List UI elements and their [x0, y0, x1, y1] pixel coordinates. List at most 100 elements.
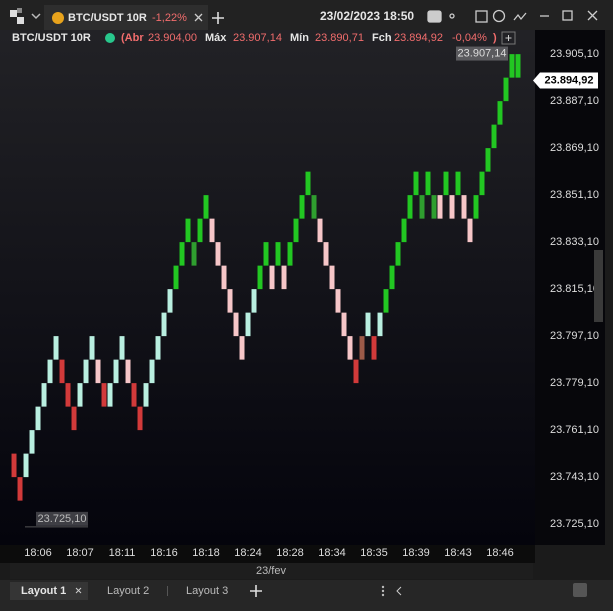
- renko-brick: [311, 195, 317, 219]
- renko-brick: [503, 77, 509, 102]
- renko-brick: [353, 359, 359, 384]
- renko-brick: [455, 171, 461, 196]
- separator: [167, 586, 168, 596]
- renko-brick: [473, 195, 479, 219]
- renko-brick: [323, 242, 329, 266]
- renko-brick: [305, 171, 311, 196]
- renko-brick: [23, 453, 29, 478]
- y-tick-label: 23.743,10: [550, 471, 599, 483]
- renko-brick: [515, 54, 521, 78]
- renko-brick: [401, 218, 407, 243]
- renko-brick: [173, 265, 179, 290]
- renko-brick: [41, 383, 47, 407]
- renko-brick: [413, 171, 419, 196]
- renko-brick: [53, 336, 59, 360]
- y-tick-label: 23.887,10: [550, 95, 599, 107]
- scroll-corner[interactable]: [573, 583, 587, 597]
- legend-close-paren: ): [493, 32, 497, 44]
- renko-brick: [101, 383, 107, 407]
- renko-brick: [125, 359, 131, 384]
- renko-brick: [233, 312, 239, 337]
- more-menu[interactable]: [381, 585, 385, 597]
- close-window[interactable]: [587, 10, 598, 21]
- chart-tab[interactable]: [44, 5, 208, 30]
- renko-brick: [227, 289, 233, 313]
- renko-brick: [479, 171, 485, 196]
- price-axis[interactable]: [535, 30, 605, 545]
- renko-brick: [293, 218, 299, 243]
- renko-brick: [191, 242, 197, 266]
- date-label: 23/fev: [256, 565, 286, 577]
- layout-tab[interactable]: Layout 3: [186, 585, 228, 597]
- play-icon[interactable]: [427, 10, 442, 23]
- x-tick-label: 18:43: [444, 547, 472, 559]
- renko-brick: [287, 242, 293, 266]
- toolbar-icons: [427, 9, 598, 23]
- renko-brick: [77, 383, 83, 407]
- scroll-left[interactable]: [396, 586, 402, 596]
- bottom-bar: [0, 580, 613, 611]
- y-tick-label: 23.905,10: [550, 48, 599, 60]
- clock-icon[interactable]: [492, 9, 506, 23]
- legend-add[interactable]: [501, 31, 516, 45]
- chart-icon[interactable]: [513, 12, 527, 21]
- y-tick-label: 23.779,10: [550, 377, 599, 389]
- renko-brick: [251, 289, 257, 313]
- layout-tab[interactable]: Layout 1: [21, 585, 66, 597]
- close-layout[interactable]: [75, 587, 82, 594]
- renko-brick: [215, 242, 221, 266]
- popout-icon[interactable]: [475, 10, 488, 23]
- renko-brick: [341, 312, 347, 337]
- renko-brick: [449, 195, 455, 219]
- low-value: 23.890,71: [315, 32, 364, 44]
- layout-tab[interactable]: Layout 2: [107, 585, 149, 597]
- legend-change: -0,04%: [452, 32, 487, 44]
- renko-brick: [407, 195, 413, 219]
- close-label: Fch: [372, 32, 392, 44]
- max-marker-label: 23.907,14: [458, 47, 507, 59]
- renko-brick: [89, 336, 95, 360]
- x-tick-label: 18:35: [360, 547, 388, 559]
- close-tab[interactable]: [194, 13, 203, 22]
- maximize[interactable]: [562, 10, 573, 21]
- renko-brick: [221, 265, 227, 290]
- renko-brick: [71, 406, 77, 431]
- y-tick-label: 23.815,10: [550, 283, 599, 295]
- renko-brick: [491, 124, 497, 149]
- menu-chevron[interactable]: [31, 13, 41, 20]
- max-marker: [456, 46, 508, 61]
- renko-brick: [143, 383, 149, 407]
- renko-brick: [59, 359, 65, 384]
- renko-brick: [509, 54, 515, 78]
- high-label: Máx: [205, 32, 227, 44]
- y-tick-label: 23.851,10: [550, 189, 599, 201]
- scroll-thumb[interactable]: [594, 250, 603, 322]
- y-tick-label: 23.761,10: [550, 424, 599, 436]
- x-tick-label: 18:24: [234, 547, 262, 559]
- plot-area[interactable]: [0, 30, 535, 545]
- renko-brick: [347, 336, 353, 360]
- coin-icon: [52, 12, 64, 24]
- renko-brick: [383, 289, 389, 313]
- renko-brick: [17, 477, 23, 501]
- renko-brick: [185, 218, 191, 243]
- renko-brick: [263, 242, 269, 266]
- renko-brick: [131, 383, 137, 407]
- add-layout[interactable]: [250, 585, 262, 597]
- x-tick-label: 18:39: [402, 547, 430, 559]
- renko-brick: [497, 101, 503, 125]
- renko-brick: [209, 218, 215, 243]
- y-tick-label: 23.833,10: [550, 236, 599, 248]
- renko-brick: [197, 218, 203, 243]
- high-value: 23.907,14: [233, 32, 282, 44]
- renko-brick: [113, 359, 119, 384]
- share-icon[interactable]: [449, 13, 455, 19]
- renko-brick: [275, 242, 281, 266]
- renko-brick: [431, 195, 437, 219]
- y-tick-label: 23.797,10: [550, 330, 599, 342]
- open-label: (Abr: [121, 32, 144, 44]
- add-tab[interactable]: [212, 12, 224, 24]
- renko-brick: [29, 430, 35, 454]
- layout-tab-active[interactable]: [10, 582, 88, 600]
